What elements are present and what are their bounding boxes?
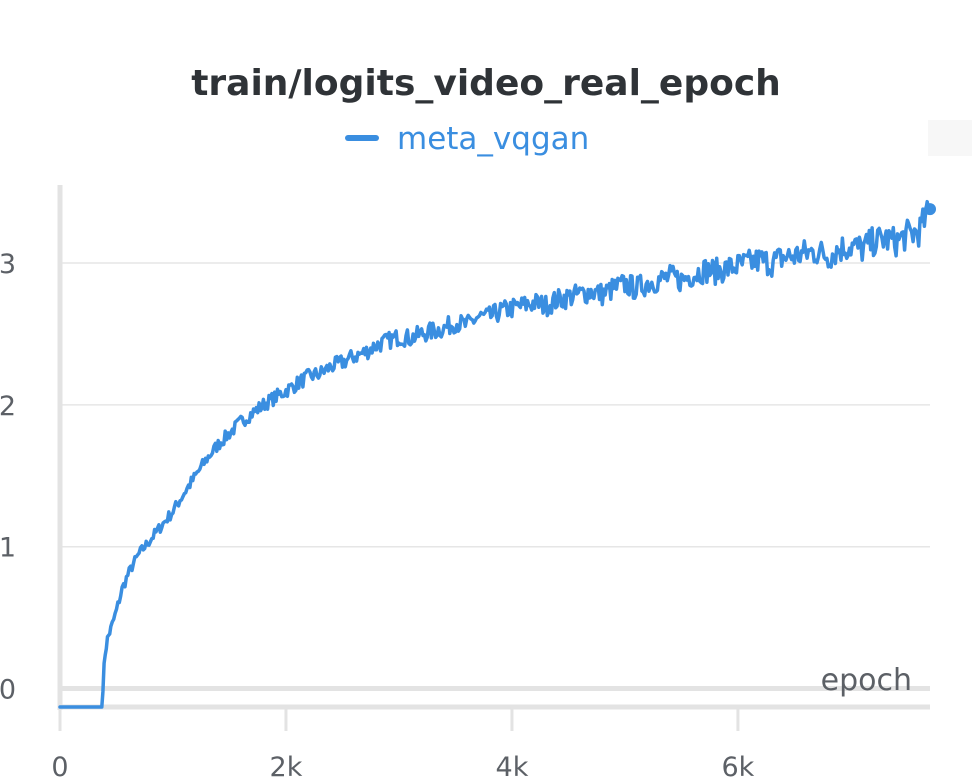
x-tick-label: 6k (722, 752, 755, 783)
panel-control[interactable] (928, 120, 972, 156)
legend-label: meta_vqgan (397, 121, 589, 157)
legend[interactable]: meta_vqgan (345, 121, 589, 157)
y-tick-label: 2 (0, 391, 16, 422)
y-tick-label: 0 (0, 675, 16, 706)
y-tick-label: 3 (0, 249, 16, 280)
series-end-marker (924, 203, 936, 216)
series-line-meta-vqgan (58, 199, 932, 709)
x-axis-label: epoch (821, 663, 912, 698)
grid-lines (60, 262, 930, 692)
x-tick-label: 4k (496, 752, 529, 783)
x-tick-label: 2k (270, 752, 303, 783)
axes (57, 185, 930, 731)
tick-labels: 0 1 2 3 0 2k 4k 6k (0, 249, 755, 783)
y-tick-label: 1 (0, 533, 16, 564)
chart-title: train/logits_video_real_epoch (191, 63, 781, 104)
x-tick-label: 0 (51, 752, 68, 783)
